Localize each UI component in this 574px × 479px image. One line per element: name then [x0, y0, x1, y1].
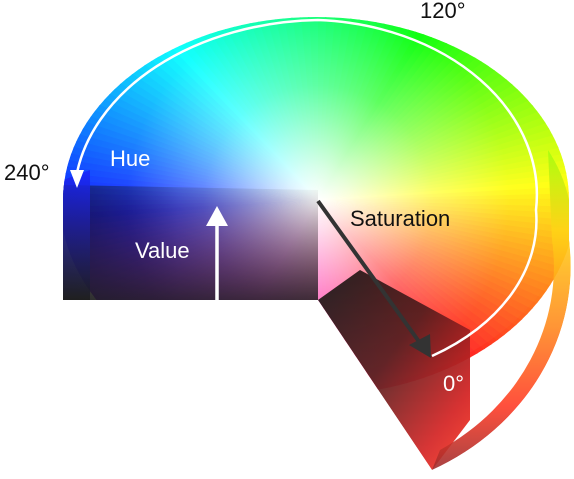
hue-arrowhead [70, 170, 84, 188]
saturation-arrow-shaft [316, 199, 422, 345]
saturation-arrowhead [409, 334, 431, 358]
hue-arc-line [74, 18, 539, 358]
angle-120-label: 120° [420, 0, 466, 23]
value-arrowhead [206, 206, 228, 226]
angle-240-label: 240° [4, 160, 50, 185]
saturation-label: Saturation [350, 206, 451, 231]
hue-label: Hue [110, 146, 151, 171]
value-label: Value [135, 238, 190, 263]
angle-0-label: 0° [443, 371, 465, 396]
